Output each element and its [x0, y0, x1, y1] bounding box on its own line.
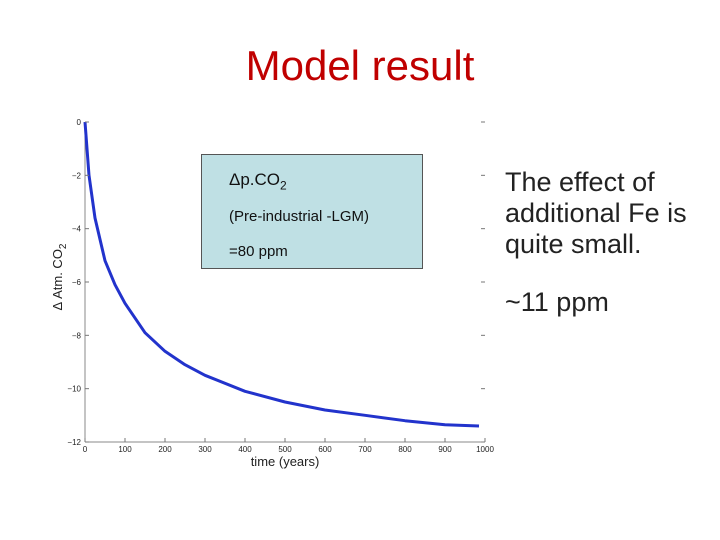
x-tick-label: 400 [238, 445, 252, 454]
y-ticks: 0 −2 −4 −6 −8 −10 −12 [67, 118, 485, 447]
box-line1-main: Δp.CO [229, 170, 281, 189]
y-tick-label: −4 [72, 225, 82, 234]
co2-curve [83, 121, 480, 428]
y-tick-label: −10 [67, 385, 81, 394]
side-text-effect: The effect of additional Fe is quite sma… [505, 167, 687, 259]
x-tick-label: 500 [278, 445, 292, 454]
y-tick-label: −12 [67, 438, 81, 447]
x-tick-label: 900 [438, 445, 452, 454]
y-tick-label: −2 [72, 171, 82, 180]
x-tick-label: 1000 [476, 445, 494, 454]
x-tick-label: 300 [198, 445, 212, 454]
box-line-delta-pco2: Δp.CO2 [229, 170, 287, 192]
box-line-period: (Pre-industrial -LGM) [229, 208, 370, 225]
y-tick-label: −6 [72, 278, 82, 287]
y-axis-label-sub: 2 [58, 243, 69, 249]
y-axis-label: Δ Atm. CO2 [50, 243, 69, 310]
x-axis-label: time (years) [251, 454, 320, 469]
slide-title: Model result [245, 42, 475, 89]
x-tick-label: 100 [118, 445, 132, 454]
box-line1-sub: 2 [280, 178, 287, 193]
x-tick-label: 600 [318, 445, 332, 454]
side-text-ppm: ~11 ppm [505, 287, 609, 317]
x-tick-label: 700 [358, 445, 372, 454]
y-tick-label: 0 [77, 118, 82, 127]
x-ticks: 0 100 200 300 400 500 600 700 800 900 1000 [83, 438, 494, 454]
y-axis-label-main: Δ Atm. CO [50, 249, 65, 310]
box-line-value: =80 ppm [229, 243, 288, 260]
x-tick-label: 200 [158, 445, 172, 454]
pco2-info-box: Δp.CO2 (Pre-industrial -LGM) =80 ppm [201, 154, 423, 269]
side-text: The effect of additional Fe is quite sma… [505, 167, 715, 318]
x-tick-label: 0 [83, 445, 88, 454]
x-tick-label: 800 [398, 445, 412, 454]
y-tick-label: −8 [72, 331, 82, 340]
